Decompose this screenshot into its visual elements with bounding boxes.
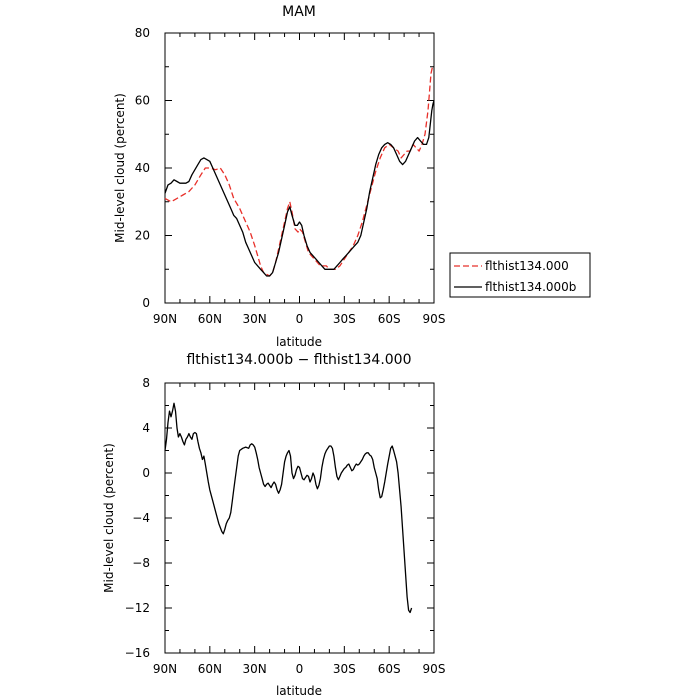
bottom-y-tick-label: 0 <box>142 466 150 480</box>
bottom-y-tick-label: −12 <box>125 601 150 615</box>
bottom-x-tick-label: 30S <box>333 662 356 676</box>
bottom-y-tick-label: −4 <box>132 511 150 525</box>
legend-box <box>449 252 591 298</box>
top-x-axis-label: latitude <box>276 335 322 349</box>
top-y-tick-label: 40 <box>135 161 150 175</box>
bottom-plot-frame <box>164 382 435 654</box>
bottom-x-tick-label: 0 <box>296 662 304 676</box>
top-x-tick-label: 0 <box>296 312 304 326</box>
bottom-x-tick-label: 90S <box>423 662 446 676</box>
legend: flthist134.000 flthist134.000b <box>449 252 591 298</box>
legend-label-flthist134-000b: flthist134.000b <box>485 280 576 294</box>
bottom-y-tick-label: −8 <box>132 556 150 570</box>
top-x-tick-label: 60N <box>198 312 222 326</box>
top-x-tick-label: 30N <box>243 312 267 326</box>
bottom-x-tick-label: 90N <box>153 662 177 676</box>
bottom-x-tick-label: 30N <box>243 662 267 676</box>
top-x-tick-label: 90S <box>423 312 446 326</box>
top-chart-title: MAM <box>282 4 316 20</box>
bottom-x-axis-label: latitude <box>276 684 322 698</box>
top-y-tick-label: 20 <box>135 229 150 243</box>
bottom-chart-title: flthist134.000b − flthist134.000 <box>186 352 411 368</box>
top-y-axis-label: Mid-level cloud (percent) <box>113 93 127 243</box>
bottom-chart: flthist134.000b − flthist134.000 90N 60N 3… <box>102 352 445 698</box>
bottom-y-tick-label: −16 <box>125 646 150 660</box>
top-y-tick-label: 0 <box>142 296 150 310</box>
bottom-x-tick-label: 60S <box>378 662 401 676</box>
top-y-tick-label: 60 <box>135 94 150 108</box>
top-series-line-1 <box>164 100 435 277</box>
bottom-y-tick-label: 4 <box>142 421 150 435</box>
bottom-y-tick-label: 8 <box>142 376 150 390</box>
bottom-x-tick-label: 60N <box>198 662 222 676</box>
top-series-line-0 <box>164 66 434 277</box>
top-y-tick-label: 80 <box>135 26 150 40</box>
top-x-tick-label: 90N <box>153 312 177 326</box>
bottom-series-line-0 <box>164 402 413 614</box>
bottom-y-axis-label: Mid-level cloud (percent) <box>102 443 116 593</box>
top-x-tick-label: 30S <box>333 312 356 326</box>
top-chart: MAM 90N 60N 30N 0 30S 60S 90S 0 20 40 60 80 latitud… <box>113 4 445 349</box>
legend-label-flthist134-000: flthist134.000 <box>485 259 569 273</box>
top-x-tick-label: 60S <box>378 312 401 326</box>
